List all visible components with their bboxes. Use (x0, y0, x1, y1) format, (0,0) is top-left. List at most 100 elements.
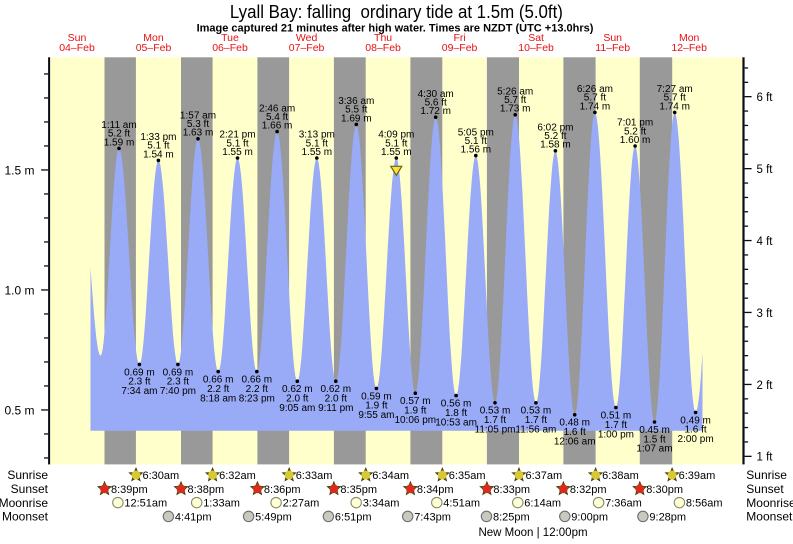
svg-text:5.7 ft: 5.7 ft (584, 93, 606, 104)
svg-text:9:11 pm: 9:11 pm (318, 403, 353, 414)
svg-text:0.49 m: 0.49 m (680, 415, 711, 426)
svg-text:Fri: Fri (453, 32, 465, 44)
svg-text:04–Feb: 04–Feb (59, 42, 95, 54)
svg-text:6:35am: 6:35am (449, 470, 486, 482)
svg-text:12:51am: 12:51am (124, 498, 167, 510)
svg-text:5.1 ft: 5.1 ft (226, 138, 248, 149)
svg-text:New Moon | 12:00pm: New Moon | 12:00pm (478, 527, 587, 539)
svg-text:Sat: Sat (528, 32, 544, 44)
svg-text:0.5 m: 0.5 m (4, 404, 34, 418)
svg-text:1.5 ft: 1.5 ft (643, 434, 665, 445)
svg-text:1.9 ft: 1.9 ft (404, 406, 426, 417)
svg-text:1.5 m: 1.5 m (4, 164, 34, 178)
svg-text:1.55 m: 1.55 m (302, 147, 333, 158)
svg-text:Moonset: Moonset (746, 510, 793, 524)
svg-text:2 ft: 2 ft (757, 380, 774, 392)
svg-text:1.72 m: 1.72 m (420, 106, 451, 117)
svg-text:Moonrise: Moonrise (746, 496, 793, 510)
svg-text:5.2 ft: 5.2 ft (624, 126, 646, 137)
svg-text:7:34 am: 7:34 am (121, 386, 157, 397)
svg-text:5:05 pm: 5:05 pm (458, 127, 494, 138)
svg-text:Moonrise: Moonrise (0, 496, 48, 510)
svg-text:12:06 am: 12:06 am (554, 437, 596, 448)
svg-text:6:51pm: 6:51pm (335, 511, 372, 523)
svg-text:6:37am: 6:37am (526, 470, 563, 482)
svg-text:7:36am: 7:36am (605, 498, 642, 510)
svg-text:5.1 ft: 5.1 ft (306, 138, 328, 149)
svg-text:5.3 ft: 5.3 ft (187, 119, 209, 130)
svg-text:1.56 m: 1.56 m (461, 145, 492, 156)
svg-text:1.6 ft: 1.6 ft (564, 427, 586, 438)
svg-text:6:39am: 6:39am (679, 470, 716, 482)
svg-text:2.2 ft: 2.2 ft (207, 384, 229, 395)
svg-text:2:46 am: 2:46 am (259, 103, 295, 114)
svg-text:0.69 m: 0.69 m (124, 367, 155, 378)
svg-text:1.74 m: 1.74 m (659, 101, 690, 112)
svg-text:06–Feb: 06–Feb (212, 42, 248, 54)
svg-text:Lyall Bay: falling ordinary t: Lyall Bay: falling ordinary tide at 1.5m… (230, 1, 563, 22)
svg-text:07–Feb: 07–Feb (289, 42, 325, 54)
svg-text:1.55 m: 1.55 m (381, 147, 412, 158)
svg-text:8:32pm: 8:32pm (570, 484, 607, 496)
svg-text:4 ft: 4 ft (757, 236, 774, 248)
svg-text:1:00 pm: 1:00 pm (598, 429, 634, 440)
svg-text:2:00 pm: 2:00 pm (678, 434, 714, 445)
svg-text:6:38am: 6:38am (602, 470, 639, 482)
svg-text:8:25pm: 8:25pm (493, 511, 530, 523)
svg-text:1.73 m: 1.73 m (500, 104, 531, 115)
svg-text:1.54 m: 1.54 m (143, 149, 174, 160)
svg-text:6:33am: 6:33am (296, 470, 333, 482)
svg-text:08–Feb: 08–Feb (365, 42, 401, 54)
svg-text:0.48 m: 0.48 m (559, 418, 590, 429)
svg-text:1.7 ft: 1.7 ft (605, 420, 627, 431)
svg-text:4:30 am: 4:30 am (418, 89, 454, 100)
svg-text:Mon: Mon (143, 32, 164, 44)
svg-text:Sun: Sun (68, 32, 87, 44)
svg-text:1:07 am: 1:07 am (636, 444, 672, 455)
svg-text:9:28pm: 9:28pm (649, 511, 686, 523)
svg-text:Sunset: Sunset (746, 482, 784, 496)
svg-text:11:05 pm: 11:05 pm (475, 425, 516, 436)
svg-text:10–Feb: 10–Feb (518, 42, 554, 54)
svg-text:1.58 m: 1.58 m (540, 140, 571, 151)
svg-text:0.69 m: 0.69 m (163, 367, 194, 378)
svg-text:5.1 ft: 5.1 ft (385, 138, 407, 149)
svg-text:6:32am: 6:32am (219, 470, 256, 482)
svg-text:5 ft: 5 ft (757, 164, 774, 176)
svg-text:6:34am: 6:34am (372, 470, 409, 482)
svg-text:2:27am: 2:27am (283, 498, 320, 510)
svg-text:Tue: Tue (221, 32, 239, 44)
svg-text:7:27 am: 7:27 am (657, 84, 693, 95)
svg-text:7:40 pm: 7:40 pm (160, 386, 196, 397)
svg-text:1.60 m: 1.60 m (620, 135, 651, 146)
svg-text:1 ft: 1 ft (757, 452, 774, 464)
svg-text:2.3 ft: 2.3 ft (167, 377, 189, 388)
svg-text:Moonset: Moonset (2, 510, 49, 524)
svg-text:9:00pm: 9:00pm (571, 511, 608, 523)
svg-text:3:36 am: 3:36 am (338, 96, 374, 107)
svg-text:3:13 pm: 3:13 pm (299, 130, 335, 141)
svg-text:4:09 pm: 4:09 pm (378, 130, 414, 141)
svg-text:0.57 m: 0.57 m (400, 396, 431, 407)
svg-text:4:51am: 4:51am (443, 498, 480, 510)
svg-text:1.8 ft: 1.8 ft (445, 408, 467, 419)
svg-text:8:38pm: 8:38pm (188, 484, 225, 496)
svg-text:7:01 pm: 7:01 pm (617, 118, 653, 129)
svg-text:5.7 ft: 5.7 ft (664, 93, 686, 104)
svg-text:1.0 m: 1.0 m (4, 284, 34, 298)
svg-text:1:33am: 1:33am (203, 498, 240, 510)
svg-text:3 ft: 3 ft (757, 308, 774, 320)
svg-text:0.45 m: 0.45 m (639, 425, 670, 436)
svg-text:9:55 am: 9:55 am (358, 410, 394, 421)
svg-text:10:53 am: 10:53 am (435, 417, 477, 428)
svg-text:8:56am: 8:56am (686, 498, 723, 510)
svg-text:11:56 am: 11:56 am (515, 425, 556, 436)
svg-text:5:49pm: 5:49pm (255, 511, 292, 523)
svg-text:1:33 pm: 1:33 pm (140, 132, 176, 143)
svg-text:Sunrise: Sunrise (746, 468, 787, 482)
svg-text:8:36pm: 8:36pm (264, 484, 301, 496)
svg-text:5.2 ft: 5.2 ft (108, 129, 130, 140)
svg-text:Thu: Thu (374, 32, 392, 44)
svg-text:0.53 m: 0.53 m (521, 406, 552, 417)
svg-text:5.5 ft: 5.5 ft (345, 105, 367, 116)
